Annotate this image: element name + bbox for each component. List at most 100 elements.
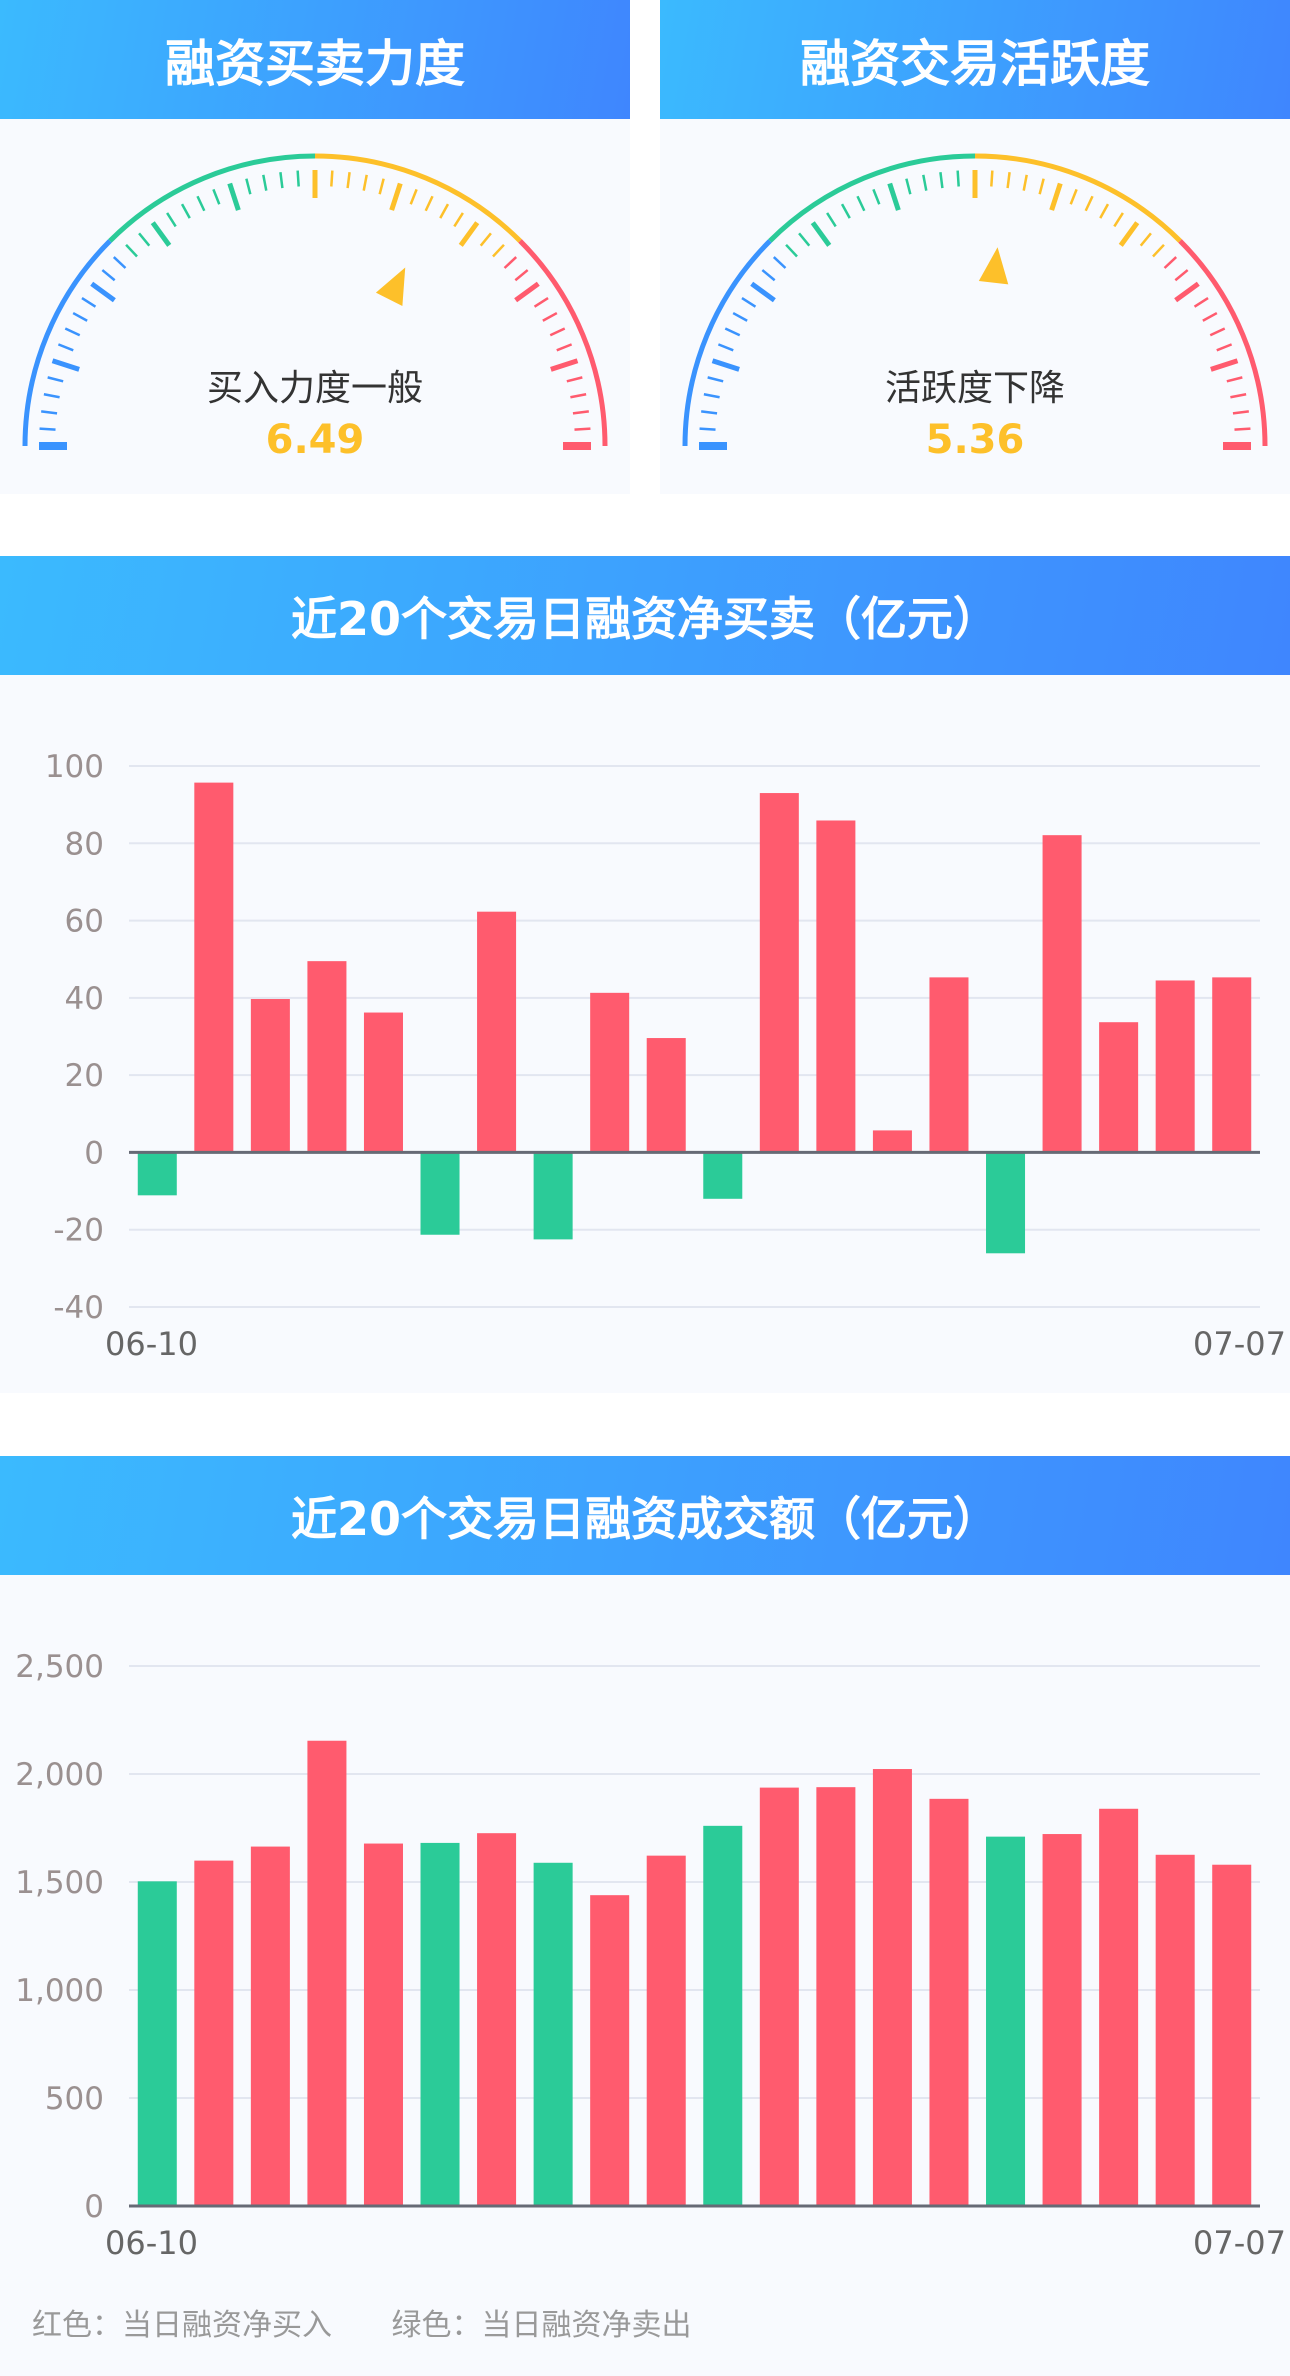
gauge2-title: 融资交易活跃度 (660, 0, 1290, 119)
gauge-tick (166, 212, 177, 228)
gauge-tick (101, 269, 116, 282)
gauge2 (682, 153, 1268, 450)
gauge-tick (245, 178, 252, 195)
bar (986, 1152, 1026, 1254)
gauge-tick (1193, 297, 1209, 308)
bar (363, 1012, 403, 1153)
gauge-tick (1022, 174, 1028, 191)
y-tick-label: 2,500 (15, 1649, 104, 1685)
gauge-tick (872, 188, 881, 205)
bar (872, 1769, 912, 2206)
gauge-tick (81, 297, 97, 308)
gauge-tick (750, 281, 776, 303)
gauge-tick (570, 393, 587, 399)
gauge-tick (798, 232, 811, 247)
bar (1212, 1864, 1252, 2206)
gauge-needle-icon (375, 267, 406, 307)
bar (646, 1038, 686, 1153)
y-tick-label: 1,500 (15, 1865, 104, 1901)
gauge-tick (227, 182, 241, 211)
gauge-tick (887, 182, 901, 211)
gauge-tick (138, 232, 151, 247)
gauge1 (22, 153, 608, 450)
bar (194, 782, 234, 1153)
gauge-tick (492, 243, 505, 258)
bar (420, 1842, 460, 2206)
bar (816, 820, 856, 1153)
legend-red: 红色：当日融资净买入 (32, 2308, 332, 2343)
x-tick-label-last: 07-07 (1193, 2224, 1286, 2262)
gauge-tick (699, 427, 716, 431)
bar (703, 1825, 743, 2206)
gauge-tick (362, 174, 368, 191)
x-tick-label-first: 06-10 (105, 2224, 198, 2262)
bar (703, 1152, 743, 1199)
chart2-title: 近20个交易日融资成交额（亿元） (0, 1456, 1290, 1575)
gauge-tick (47, 376, 64, 383)
gauge-tick (262, 174, 268, 191)
gauge-tick (772, 256, 787, 269)
gauge-tick (1226, 376, 1243, 383)
bar (1042, 835, 1082, 1153)
y-tick-label: 0 (84, 2189, 104, 2225)
gauge-tick (810, 221, 832, 247)
gauge-tick (1049, 182, 1063, 211)
y-tick-label: -20 (53, 1213, 104, 1249)
gauge-arc-segment (1178, 239, 1268, 447)
bar (590, 992, 630, 1153)
bar (137, 1881, 177, 2206)
bar (1155, 980, 1195, 1153)
gauge-tick (378, 178, 385, 195)
gauge-tick (39, 427, 56, 431)
y-tick-label: -40 (53, 1290, 104, 1326)
gauge2-panel: 活跃度下降 5.36 (660, 119, 1290, 494)
gauge-tick (112, 256, 127, 269)
gauge2-value: 5.36 (925, 417, 1025, 463)
gauge-tick (703, 393, 720, 399)
gauge-tick (566, 376, 583, 383)
gauge-tick (1099, 203, 1110, 219)
gauge-tick (1139, 232, 1152, 247)
gauge-tick (503, 256, 518, 269)
gauge-tick (150, 221, 172, 247)
bar (1099, 1808, 1139, 2206)
gauge-tick (479, 232, 492, 247)
gauge-tick (330, 170, 334, 187)
bar (477, 911, 517, 1153)
gauge-tick (57, 343, 74, 352)
gauge-tick (1210, 358, 1239, 372)
bar (872, 1130, 912, 1153)
gauge-tick (439, 203, 450, 219)
bar (307, 961, 347, 1153)
gauge-tick (701, 410, 718, 415)
gauge-arc-segment (974, 153, 1182, 243)
gauge-arc-segment (22, 239, 112, 447)
bar (1212, 977, 1252, 1153)
gauge-tick (90, 281, 116, 303)
gauge-tick (956, 170, 960, 187)
gauge-tick (922, 174, 928, 191)
y-tick-label: 60 (65, 904, 104, 940)
y-tick-label: 0 (84, 1135, 104, 1171)
gauge-tick (453, 212, 464, 228)
bar (1042, 1834, 1082, 2206)
gauge-tick (732, 311, 748, 322)
legend-green: 绿色：当日融资净卖出 (391, 2308, 692, 2343)
gauge-tick (711, 358, 740, 372)
bar (759, 793, 799, 1153)
gauge-tick (1174, 269, 1189, 282)
gauge-tick (296, 170, 300, 187)
bar (533, 1862, 573, 2206)
y-tick-label: 100 (45, 749, 104, 785)
gauge-tick (514, 281, 540, 303)
y-tick-label: 1,000 (15, 1973, 104, 2009)
legend: 红色：当日融资净买入 绿色：当日融资净卖出 (32, 2300, 742, 2344)
gauge-arc-segment (108, 153, 316, 243)
bar (590, 1895, 630, 2206)
gauge-tick (1230, 393, 1247, 399)
bar (307, 1740, 347, 2206)
gauge-tick (717, 343, 734, 352)
gauge-tick (1202, 311, 1218, 322)
gauge-tick (556, 343, 573, 352)
